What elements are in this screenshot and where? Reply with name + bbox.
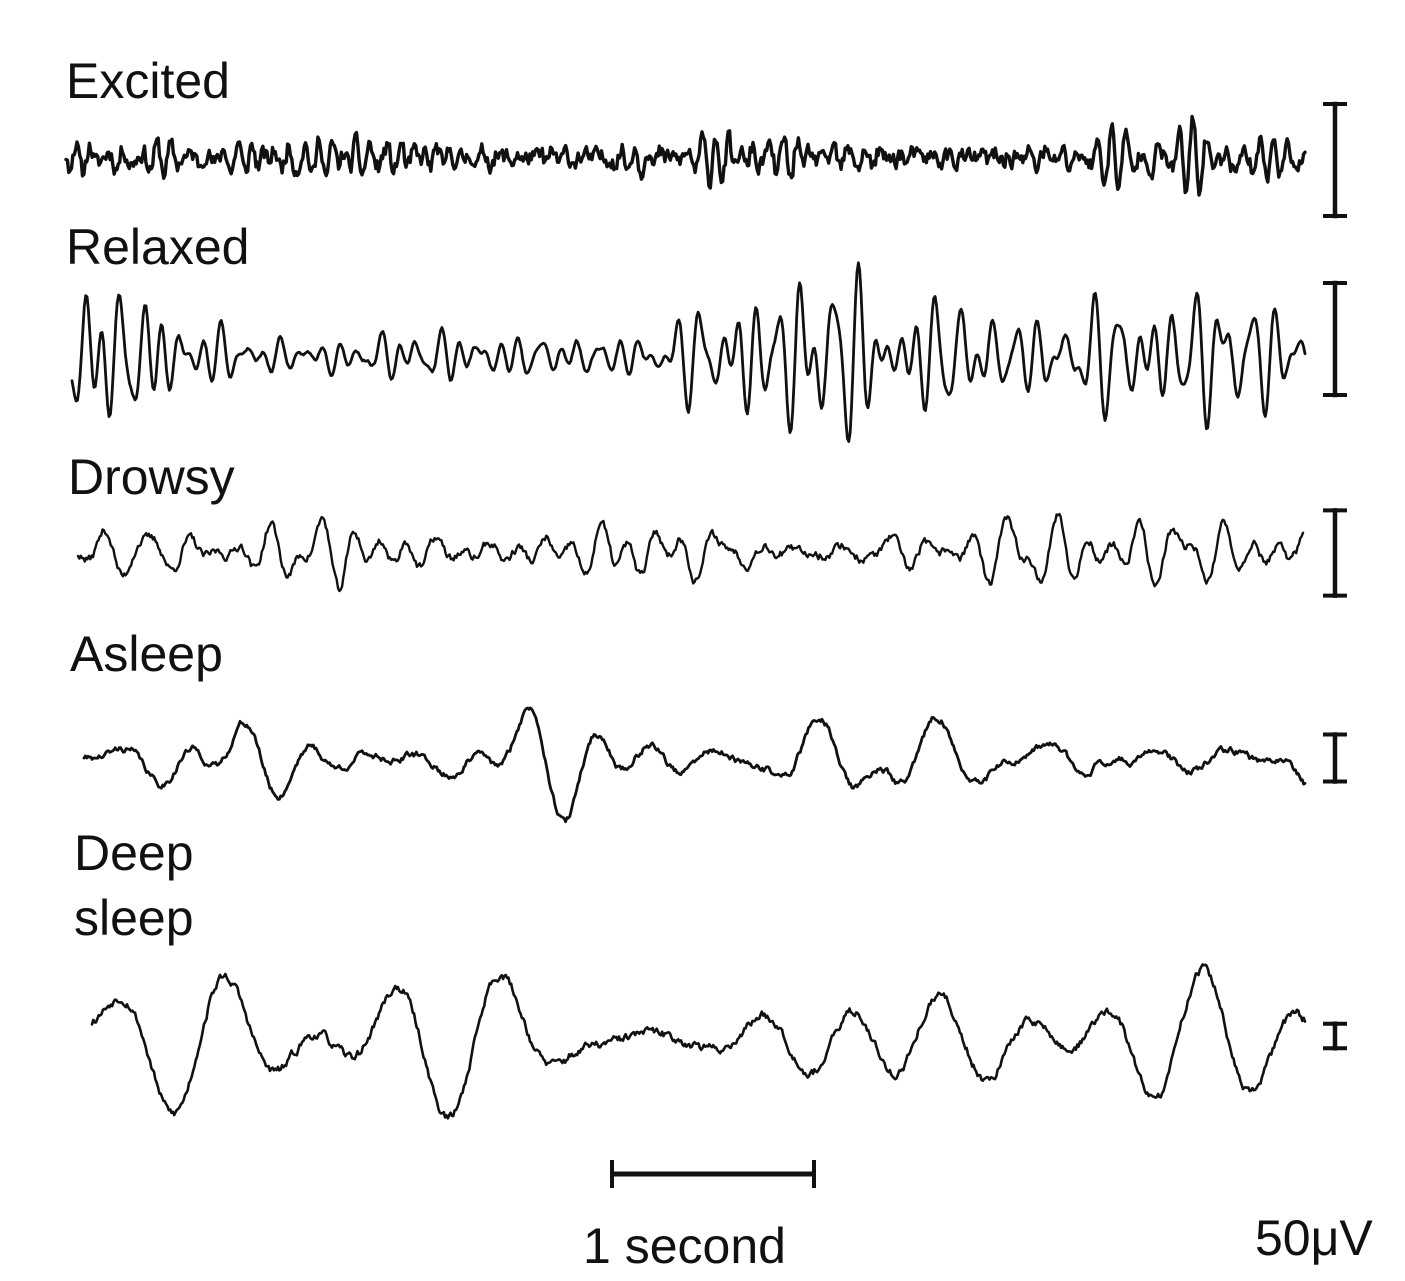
waveform-drowsy (76, 512, 1305, 593)
waveform-deep-sleep (90, 963, 1307, 1120)
trace-deep-sleep: Deep sleep (74, 825, 1347, 1120)
trace-label-deep-sleep-line-1: Deep (74, 825, 194, 881)
scale-bar-deep-sleep (1323, 1021, 1347, 1051)
time-scale-label: 1 second (583, 1218, 786, 1274)
trace-label-excited: Excited (66, 53, 230, 109)
waveform-asleep (82, 706, 1307, 824)
trace-label-deep-sleep-line-2: sleep (74, 890, 194, 946)
trace-excited: Excited (64, 53, 1347, 219)
trace-label-drowsy: Drowsy (68, 449, 235, 505)
scale-bar-asleep (1323, 732, 1347, 784)
trace-relaxed: Relaxed (66, 219, 1347, 443)
time-scale: 1 second (583, 1160, 816, 1274)
trace-asleep: Asleep (70, 626, 1347, 824)
trace-label-relaxed: Relaxed (66, 219, 249, 275)
scale-bar-excited (1323, 101, 1347, 219)
waveform-relaxed (70, 261, 1307, 443)
scale-bar-relaxed (1323, 280, 1347, 398)
voltage-scale-label: 50μV (1255, 1210, 1373, 1266)
trace-label-asleep: Asleep (70, 626, 223, 682)
waveform-excited (64, 114, 1307, 197)
scale-bar-drowsy (1323, 508, 1347, 598)
trace-drowsy: Drowsy (68, 449, 1347, 598)
